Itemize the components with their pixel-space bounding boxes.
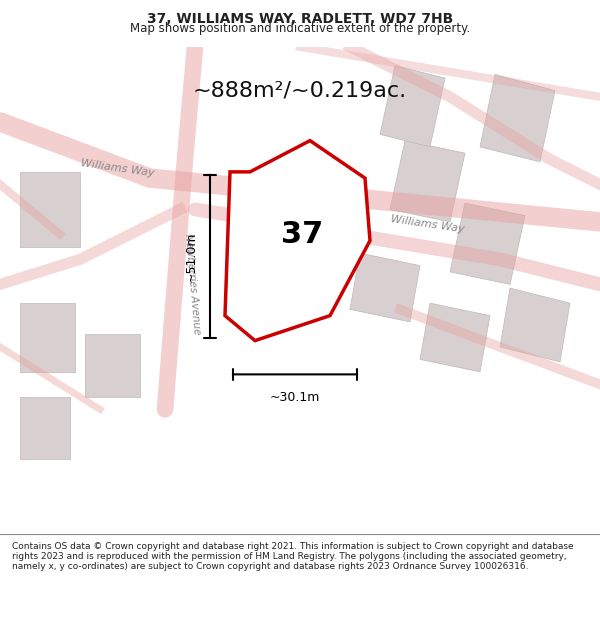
Text: Map shows position and indicative extent of the property.: Map shows position and indicative extent… bbox=[130, 22, 470, 35]
Polygon shape bbox=[20, 303, 75, 372]
Polygon shape bbox=[20, 397, 70, 459]
Polygon shape bbox=[420, 303, 490, 372]
Text: ~51.0m: ~51.0m bbox=[185, 231, 198, 281]
Polygon shape bbox=[20, 172, 80, 247]
Polygon shape bbox=[350, 253, 420, 322]
Text: Newberries Avenue: Newberries Avenue bbox=[183, 234, 202, 335]
Polygon shape bbox=[480, 74, 555, 162]
Polygon shape bbox=[225, 141, 370, 341]
Polygon shape bbox=[390, 141, 465, 222]
Text: ~30.1m: ~30.1m bbox=[270, 391, 320, 404]
Polygon shape bbox=[85, 334, 140, 397]
Text: Contains OS data © Crown copyright and database right 2021. This information is : Contains OS data © Crown copyright and d… bbox=[12, 542, 574, 571]
Polygon shape bbox=[380, 66, 445, 147]
Text: ~888m²/~0.219ac.: ~888m²/~0.219ac. bbox=[193, 81, 407, 101]
Polygon shape bbox=[450, 203, 525, 284]
Text: 37, WILLIAMS WAY, RADLETT, WD7 7HB: 37, WILLIAMS WAY, RADLETT, WD7 7HB bbox=[147, 12, 453, 26]
Text: 37: 37 bbox=[281, 220, 323, 249]
Polygon shape bbox=[500, 288, 570, 362]
Text: Williams Way: Williams Way bbox=[390, 214, 465, 234]
Text: Williams Way: Williams Way bbox=[80, 158, 155, 178]
